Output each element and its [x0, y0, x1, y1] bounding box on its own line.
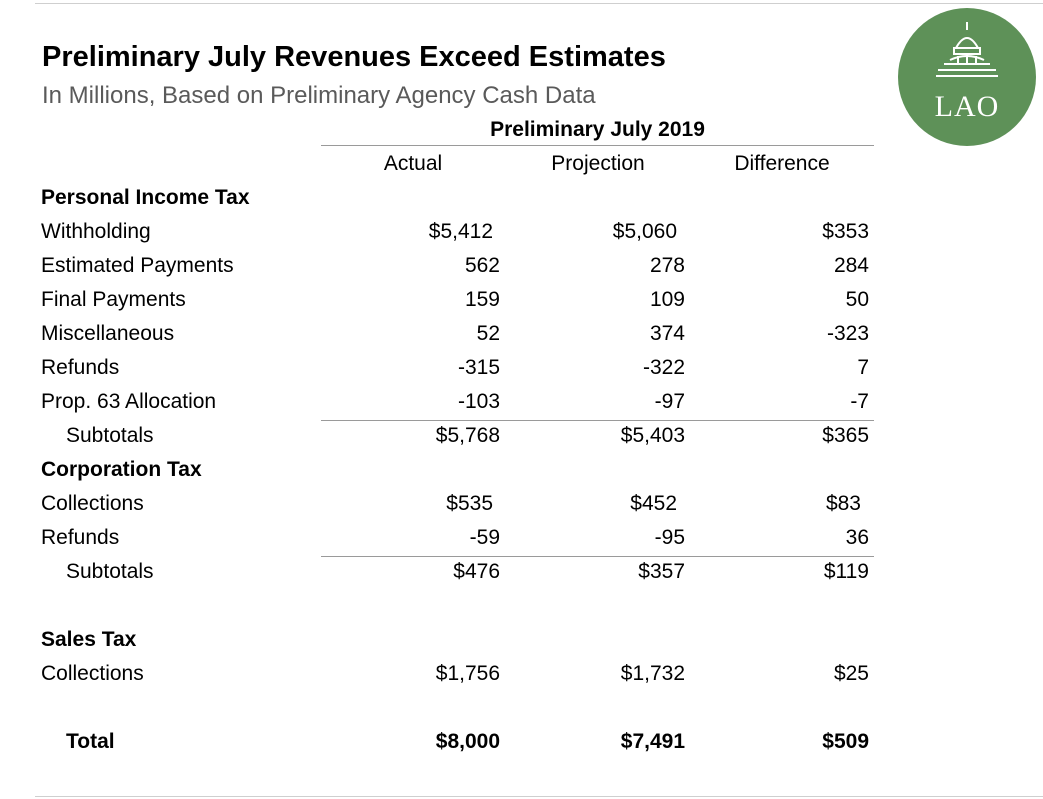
logo-text: LAO — [934, 90, 1000, 123]
row-label: Miscellaneous — [41, 322, 175, 345]
projection-value: $357 — [638, 560, 685, 583]
column-header-difference: Difference — [734, 152, 830, 175]
actual-value: -315 — [457, 356, 500, 379]
difference-value: $353 — [822, 220, 869, 243]
actual-value: $1,756 — [435, 662, 500, 685]
projection-value: 278 — [649, 254, 685, 277]
actual-value: $8,000 — [435, 730, 500, 753]
section-header-row: Sales Tax — [0, 624, 1043, 658]
table-row: Estimated Payments 562 278 284 — [0, 250, 1043, 284]
section-header-row: Corporation Tax — [0, 454, 1043, 488]
actual-value: 562 — [464, 254, 500, 277]
row-label: Collections — [41, 662, 144, 685]
subtotal-row: Subtotals $5,768 $5,403 $365 — [0, 420, 1043, 454]
projection-value: -97 — [654, 390, 685, 413]
difference-value: 7 — [857, 356, 869, 379]
difference-value: -323 — [826, 322, 869, 345]
difference-value: -7 — [850, 390, 869, 413]
row-label: Total — [66, 730, 115, 753]
actual-value: $476 — [453, 560, 500, 583]
projection-value: -322 — [642, 356, 685, 379]
projection-value: $1,732 — [620, 662, 685, 685]
row-label: Prop. 63 Allocation — [41, 390, 217, 413]
table-row: Prop. 63 Allocation -103 -97 -7 — [0, 386, 1043, 420]
projection-value: 374 — [649, 322, 685, 345]
section-header-row: Personal Income Tax — [0, 182, 1043, 216]
actual-value: -59 — [469, 526, 500, 549]
lao-logo: LAO — [898, 8, 1036, 146]
difference-value: $119 — [823, 560, 869, 583]
row-label: Subtotals — [66, 424, 154, 447]
projection-value: $5,060 — [612, 220, 677, 243]
table-row: Final Payments 159 109 50 — [0, 284, 1043, 318]
row-label: Personal Income Tax — [41, 186, 250, 209]
row-label: Collections — [41, 492, 144, 515]
table-row: Refunds -315 -322 7 — [0, 352, 1043, 386]
row-label: Estimated Payments — [41, 254, 234, 277]
actual-value: 159 — [464, 288, 500, 311]
difference-value: $509 — [822, 730, 869, 753]
column-header-projection: Projection — [551, 152, 645, 175]
difference-value: $25 — [833, 662, 869, 685]
projection-value: -95 — [654, 526, 685, 549]
row-label: Subtotals — [66, 560, 154, 583]
projection-value: $5,403 — [620, 424, 685, 447]
table-row: Collections $535 $452 $83 — [0, 488, 1043, 522]
difference-value: $365 — [822, 424, 869, 447]
actual-value: $5,768 — [435, 424, 500, 447]
subtotal-row: Subtotals $476 $357 $119 — [0, 556, 1043, 590]
column-group-header: Preliminary July 2019 — [490, 118, 705, 141]
table-row: Refunds -59 -95 36 — [0, 522, 1043, 556]
actual-value: -103 — [457, 390, 500, 413]
top-divider — [35, 3, 1043, 4]
row-label: Corporation Tax — [41, 458, 202, 481]
actual-value: $535 — [446, 492, 493, 515]
row-label: Refunds — [41, 526, 120, 549]
difference-value: 50 — [845, 288, 869, 311]
row-label: Refunds — [41, 356, 120, 379]
difference-value: $83 — [825, 492, 861, 515]
total-row: Total $8,000 $7,491 $509 — [0, 726, 1043, 760]
row-label: Sales Tax — [41, 628, 137, 651]
column-header-actual: Actual — [383, 152, 443, 175]
row-label: Final Payments — [41, 288, 186, 311]
table-row: Miscellaneous 52 374 -323 — [0, 318, 1043, 352]
difference-value: 36 — [845, 526, 869, 549]
capitol-dome-icon — [936, 22, 998, 77]
actual-value: 52 — [476, 322, 500, 345]
row-label: Withholding — [41, 220, 151, 243]
projection-value: $452 — [630, 492, 677, 515]
difference-value: 284 — [833, 254, 869, 277]
page-subtitle: In Millions, Based on Preliminary Agency… — [42, 82, 596, 109]
projection-value: 109 — [649, 288, 685, 311]
group-header-rule — [321, 145, 874, 146]
actual-value: $5,412 — [428, 220, 493, 243]
page-title: Preliminary July Revenues Exceed Estimat… — [42, 41, 666, 73]
projection-value: $7,491 — [620, 730, 685, 753]
table-row: Collections $1,756 $1,732 $25 — [0, 658, 1043, 692]
table-row: Withholding $5,412 $5,060 $353 — [0, 216, 1043, 250]
bottom-divider — [35, 796, 1043, 797]
